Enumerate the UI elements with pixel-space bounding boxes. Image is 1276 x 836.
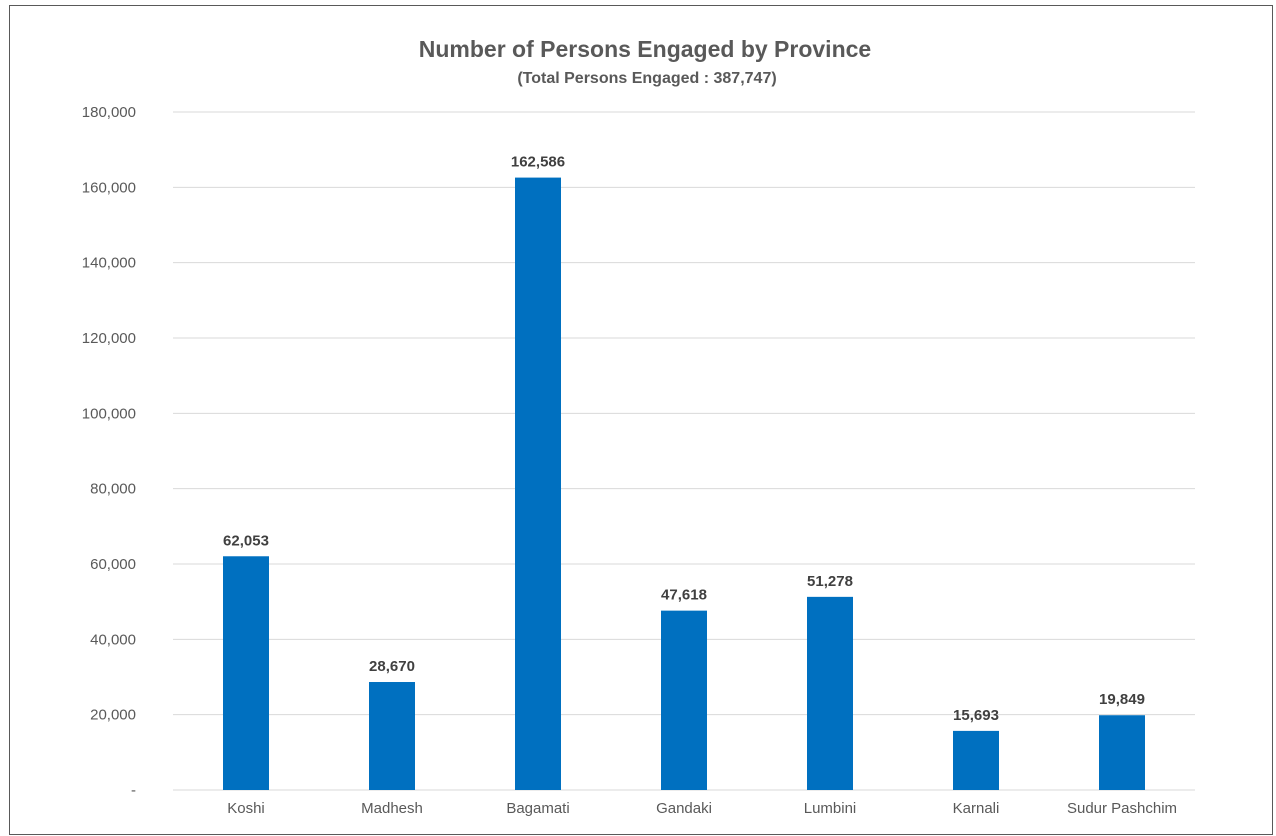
chart-frame: Number of Persons Engaged by Province (T… — [9, 5, 1273, 835]
data-label: 19,849 — [1099, 691, 1145, 708]
x-tick-label: Bagamati — [506, 800, 569, 817]
x-tick-label: Karnali — [953, 800, 1000, 817]
data-label: 162,586 — [511, 154, 565, 171]
bar — [953, 730, 999, 790]
x-tick-label: Lumbini — [804, 800, 857, 817]
y-tick-label: 40,000 — [90, 631, 136, 648]
chart-title: Number of Persons Engaged by Province — [419, 36, 871, 62]
data-label: 28,670 — [369, 658, 415, 675]
data-label: 47,618 — [661, 587, 707, 604]
bar — [661, 610, 707, 790]
bar — [807, 596, 853, 790]
bar-chart: Number of Persons Engaged by Province (T… — [82, 36, 1195, 817]
data-label: 15,693 — [953, 707, 999, 724]
y-tick-label: 180,000 — [82, 104, 136, 121]
y-tick-label: 140,000 — [82, 255, 136, 272]
x-tick-label: Sudur Pashchim — [1067, 800, 1177, 817]
gridlines — [173, 111, 1195, 791]
bar — [369, 682, 415, 790]
bar — [223, 556, 269, 790]
y-tick-label: 60,000 — [90, 556, 136, 573]
data-label: 62,053 — [223, 532, 269, 549]
data-labels: 62,053 28,670 162,586 47,618 51,278 15,693 19,… — [223, 154, 1145, 724]
data-label: 51,278 — [807, 573, 853, 590]
chart-subtitle: (Total Persons Engaged : 387,747) — [517, 70, 776, 87]
x-tick-label: Gandaki — [656, 800, 712, 817]
y-tick-label: 160,000 — [82, 179, 136, 196]
y-tick-label: - — [131, 782, 136, 799]
x-tick-label: Madhesh — [361, 800, 423, 817]
y-tick-label: 80,000 — [90, 481, 136, 498]
bar — [515, 177, 561, 791]
y-tick-label: 20,000 — [90, 707, 136, 724]
bar — [1099, 715, 1145, 790]
y-axis-tick-labels: - 20,000 40,000 60,000 80,000 100,000 120,000 1… — [82, 104, 136, 799]
bars — [223, 177, 1145, 791]
y-tick-label: 100,000 — [82, 405, 136, 422]
y-tick-label: 120,000 — [82, 330, 136, 347]
x-axis-tick-labels: Koshi Madhesh Bagamati Gandaki Lumbini Karnal… — [227, 800, 1177, 817]
x-tick-label: Koshi — [227, 800, 265, 817]
